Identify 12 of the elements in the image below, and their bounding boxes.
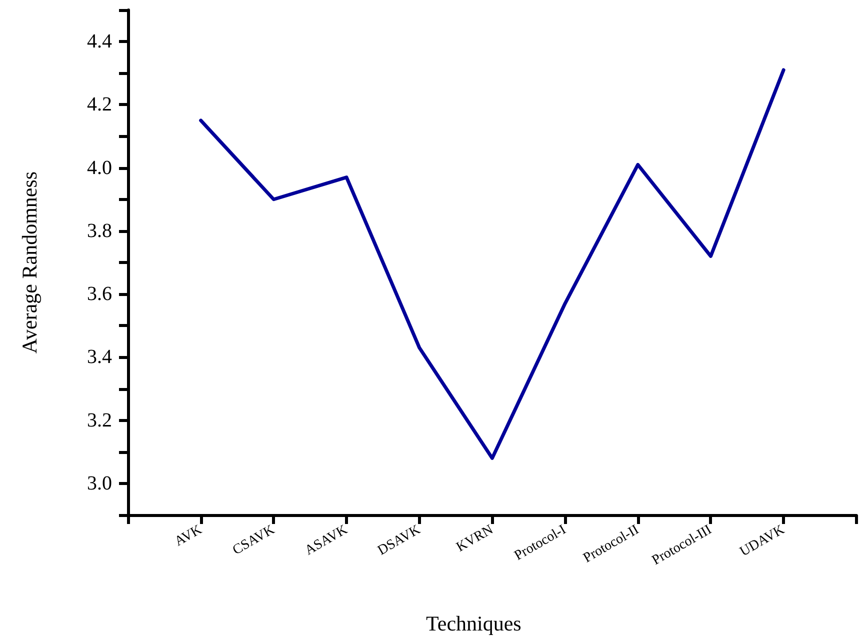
y-axis-title: Average Randomness: [18, 171, 42, 354]
y-tick-label: 3.6: [87, 283, 112, 306]
y-tick-label: 4.2: [87, 94, 112, 116]
x-axis-title: Techniques: [426, 612, 522, 636]
y-tick-label: 3.4: [87, 346, 112, 368]
line-series: [199, 68, 786, 460]
y-tick-label: 4.0: [87, 156, 112, 179]
y-tick-label: 3.8: [87, 220, 112, 242]
x-tick-label: AVK: [172, 522, 205, 550]
y-tick-label: 4.4: [87, 30, 112, 53]
y-tick-label: 3.2: [87, 409, 112, 432]
y-tick-label: 3.0: [87, 472, 112, 494]
